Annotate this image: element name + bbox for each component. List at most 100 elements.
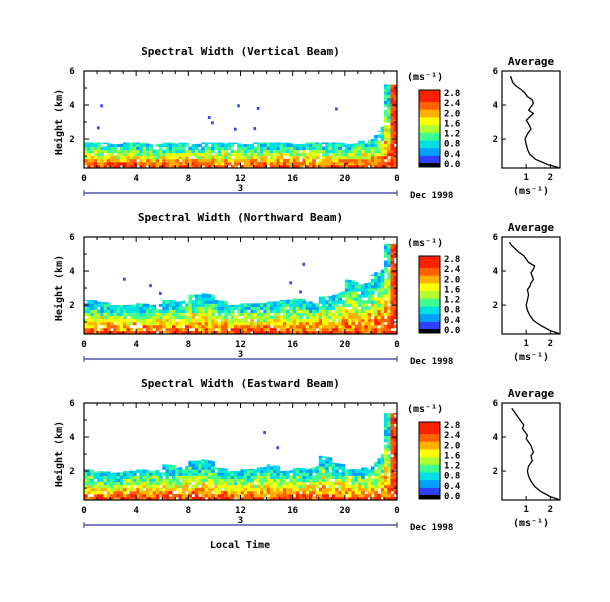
x-tick-label: 16 xyxy=(287,506,298,516)
colorbar-tick-label: 1.6 xyxy=(444,285,460,295)
date-label: Dec 1998 xyxy=(410,523,453,533)
y-tick-label: 2 xyxy=(69,301,74,311)
average-profile: Average 2 4 6 1 2 (ms⁻¹) xyxy=(493,387,560,529)
y-tick-label: 6 xyxy=(69,399,74,409)
colorbar-tick-label: 2.8 xyxy=(444,89,460,99)
average-frame xyxy=(502,403,560,500)
day-label: 3 xyxy=(238,184,243,194)
x-tick-label: 20 xyxy=(339,506,350,516)
x-tick-label: 0 xyxy=(81,506,86,516)
y-tick-label: 2 xyxy=(69,467,74,477)
units-label: (ms⁻¹) xyxy=(407,404,443,415)
x-tick-label: 12 xyxy=(235,340,246,350)
day-label: 3 xyxy=(238,516,243,526)
colorbar-tick-label: 1.6 xyxy=(444,451,460,461)
x-tick-label: 20 xyxy=(339,340,350,350)
x-axis-title: Local Time xyxy=(210,539,270,551)
x-tick-label: 20 xyxy=(339,174,350,184)
x-tick-label: 8 xyxy=(186,174,191,184)
x-tick-label: 4 xyxy=(133,174,139,184)
x-tick-label: 0 xyxy=(394,340,399,350)
colorbar-tick-label: 2.8 xyxy=(444,421,460,431)
average-x-label: (ms⁻¹) xyxy=(513,352,549,363)
colorbar: 0.00.40.81.21.62.02.42.8 xyxy=(419,421,461,502)
average-y-tick-label: 2 xyxy=(493,301,498,311)
colorbar-tick-label: 2.0 xyxy=(444,441,460,451)
average-title: Average xyxy=(508,387,555,400)
colorbar-tick-label: 0.4 xyxy=(444,482,461,492)
average-y-tick-label: 2 xyxy=(493,135,498,145)
y-axis-title-1: Height (km) xyxy=(53,89,65,155)
colorbar-tick-label: 1.2 xyxy=(444,296,460,306)
x-tick-label: 0 xyxy=(81,174,86,184)
x-tick-label: 0 xyxy=(394,506,399,516)
colorbar-tick-label: 0.0 xyxy=(444,326,460,336)
colorbar-tick-label: 0.4 xyxy=(444,150,461,160)
date-label: Dec 1998 xyxy=(410,191,453,201)
average-x-label: (ms⁻¹) xyxy=(513,186,549,197)
average-line xyxy=(512,408,560,500)
average-frame xyxy=(502,237,560,334)
y-tick-label: 6 xyxy=(69,233,74,243)
average-x-tick-label: 1 xyxy=(523,505,528,515)
x-tick-label: 12 xyxy=(235,506,246,516)
x-tick-label: 0 xyxy=(394,174,399,184)
y-axis-title-3: Height (km) xyxy=(53,421,65,487)
x-tick-label: 8 xyxy=(186,506,191,516)
average-x-tick-label: 1 xyxy=(523,173,528,183)
colorbar-zero-band xyxy=(419,495,440,499)
colorbar-zero-band xyxy=(419,329,440,333)
y-tick-label: 2 xyxy=(69,135,74,145)
date-label: Dec 1998 xyxy=(410,357,453,367)
heatmap-cells xyxy=(84,413,397,500)
y-tick-label: 4 xyxy=(69,433,75,443)
panel-title: Spectral Width (Northward Beam) xyxy=(138,211,343,224)
colorbar-tick-label: 2.0 xyxy=(444,275,460,285)
average-line xyxy=(511,76,561,168)
x-tick-label: 12 xyxy=(235,174,246,184)
panel-title: Spectral Width (Vertical Beam) xyxy=(141,45,340,58)
average-x-tick-label: 2 xyxy=(548,339,553,349)
y-tick-label: 4 xyxy=(69,267,75,277)
average-x-label: (ms⁻¹) xyxy=(513,518,549,529)
colorbar-zero-band xyxy=(419,163,440,167)
x-tick-label: 4 xyxy=(133,340,139,350)
x-tick-label: 16 xyxy=(287,340,298,350)
average-line xyxy=(509,242,560,334)
colorbar-tick-label: 0.8 xyxy=(444,140,460,150)
colorbar-tick-label: 1.2 xyxy=(444,462,460,472)
heatmap-cells xyxy=(84,244,397,335)
y-tick-label: 6 xyxy=(69,67,74,77)
colorbar: 0.00.40.81.21.62.02.42.8 xyxy=(419,255,461,336)
colorbar-tick-label: 2.4 xyxy=(444,431,461,441)
colorbar-tick-label: 2.0 xyxy=(444,109,460,119)
day-label: 3 xyxy=(238,350,243,360)
average-title: Average xyxy=(508,221,555,234)
colorbar-tick-label: 0.8 xyxy=(444,306,460,316)
units-label: (ms⁻¹) xyxy=(407,238,443,249)
average-y-tick-label: 4 xyxy=(493,101,499,111)
colorbar-tick-label: 2.8 xyxy=(444,255,460,265)
colorbar-tick-label: 1.2 xyxy=(444,130,460,140)
colorbar-tick-label: 0.4 xyxy=(444,316,461,326)
average-y-tick-label: 4 xyxy=(493,267,499,277)
panel-title: Spectral Width (Eastward Beam) xyxy=(141,377,340,390)
average-y-tick-label: 4 xyxy=(493,433,499,443)
average-x-tick-label: 2 xyxy=(548,505,553,515)
average-x-tick-label: 1 xyxy=(523,339,528,349)
x-tick-label: 4 xyxy=(133,506,139,516)
average-y-tick-label: 6 xyxy=(493,399,498,409)
average-y-tick-label: 2 xyxy=(493,467,498,477)
colorbar-tick-label: 0.8 xyxy=(444,472,460,482)
units-label: (ms⁻¹) xyxy=(407,72,443,83)
colorbar-tick-label: 1.6 xyxy=(444,119,460,129)
average-frame xyxy=(502,71,560,168)
colorbar-tick-label: 2.4 xyxy=(444,265,461,275)
colorbar-tick-label: 2.4 xyxy=(444,99,461,109)
x-tick-label: 16 xyxy=(287,174,298,184)
